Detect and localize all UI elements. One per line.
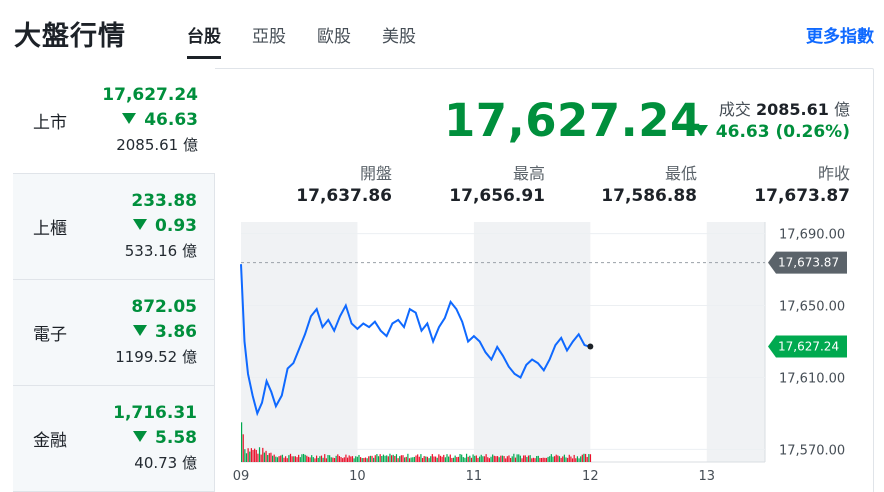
- turnover-unit: 億: [833, 100, 850, 119]
- sidebar-item-name: 上櫃: [33, 219, 67, 239]
- index-sidebar: 上市 17,627.24 46.63 2085.61 億 上櫃 233.88 0…: [13, 68, 215, 492]
- stat-high: 最高 17,656.91: [395, 160, 545, 206]
- stat-value: 17,586.88: [601, 186, 697, 206]
- tab-us-stocks[interactable]: 美股: [382, 27, 416, 47]
- tab-asia-stocks[interactable]: 亞股: [252, 27, 286, 47]
- page-title: 大盤行情: [14, 21, 126, 52]
- turnover-label: 成交: [718, 100, 751, 119]
- market-tabs: 台股 亞股 歐股 美股: [187, 22, 447, 59]
- stat-low: 最低 17,586.88: [547, 160, 697, 206]
- sidebar-item-name: 上市: [33, 113, 67, 133]
- sidebar-item-volume: 533.16 億: [124, 242, 197, 260]
- down-triangle-icon: [133, 431, 148, 442]
- turnover-value: 2085.61: [756, 100, 829, 119]
- sidebar-item-otc[interactable]: 上櫃 233.88 0.93 533.16 億: [13, 174, 215, 280]
- stat-label: 昨收: [817, 164, 850, 183]
- down-triangle-icon: [122, 113, 137, 124]
- sidebar-item-change-value: 0.93: [155, 216, 197, 236]
- sidebar-item-change-value: 5.58: [155, 428, 197, 448]
- stat-value: 17,637.86: [296, 186, 392, 206]
- sidebar-item-name: 電子: [33, 325, 67, 345]
- sidebar-item-price: 233.88: [131, 191, 197, 211]
- index-change: 46.63 (0.26%): [693, 122, 850, 142]
- sidebar-item-volume: 40.73 億: [134, 454, 197, 472]
- turnover: 成交 2085.61 億: [719, 96, 850, 120]
- sidebar-item-price: 1,716.31: [113, 403, 197, 423]
- stat-label: 最低: [664, 164, 697, 183]
- stat-label: 最高: [512, 164, 545, 183]
- sidebar-item-price: 872.05: [131, 297, 197, 317]
- stat-value: 17,673.87: [754, 186, 850, 206]
- stat-open: 開盤 17,637.86: [242, 160, 392, 206]
- sidebar-item-listed[interactable]: 上市 17,627.24 46.63 2085.61 億: [13, 68, 215, 174]
- sidebar-item-change: 46.63: [122, 110, 198, 130]
- sidebar-item-volume: 1199.52 億: [115, 348, 197, 366]
- sidebar-item-change: 0.93: [133, 216, 197, 236]
- sidebar-item-price: 17,627.24: [102, 85, 198, 105]
- index-price: 17,627.24: [444, 94, 702, 147]
- sidebar-item-name: 金融: [33, 431, 67, 451]
- down-triangle-icon: [693, 125, 708, 136]
- index-change-value: 46.63 (0.26%): [715, 122, 850, 142]
- stat-label: 開盤: [359, 164, 392, 183]
- down-triangle-icon: [133, 219, 148, 230]
- sidebar-item-change-value: 46.63: [144, 110, 198, 130]
- tab-europe-stocks[interactable]: 歐股: [317, 27, 351, 47]
- sidebar-item-volume: 2085.61 億: [116, 136, 198, 154]
- sidebar-item-change: 5.58: [133, 428, 197, 448]
- sidebar-item-finance[interactable]: 金融 1,716.31 5.58 40.73 億: [13, 386, 215, 492]
- sidebar-item-change-value: 3.86: [155, 322, 197, 342]
- down-triangle-icon: [133, 325, 148, 336]
- more-indices-link[interactable]: 更多指數: [806, 27, 874, 47]
- sidebar-item-change: 3.86: [133, 322, 197, 342]
- sidebar-item-electronics[interactable]: 電子 872.05 3.86 1199.52 億: [13, 280, 215, 386]
- tab-taiwan-stocks[interactable]: 台股: [187, 22, 221, 59]
- stat-value: 17,656.91: [449, 186, 545, 206]
- stat-prev-close: 昨收 17,673.87: [700, 160, 850, 206]
